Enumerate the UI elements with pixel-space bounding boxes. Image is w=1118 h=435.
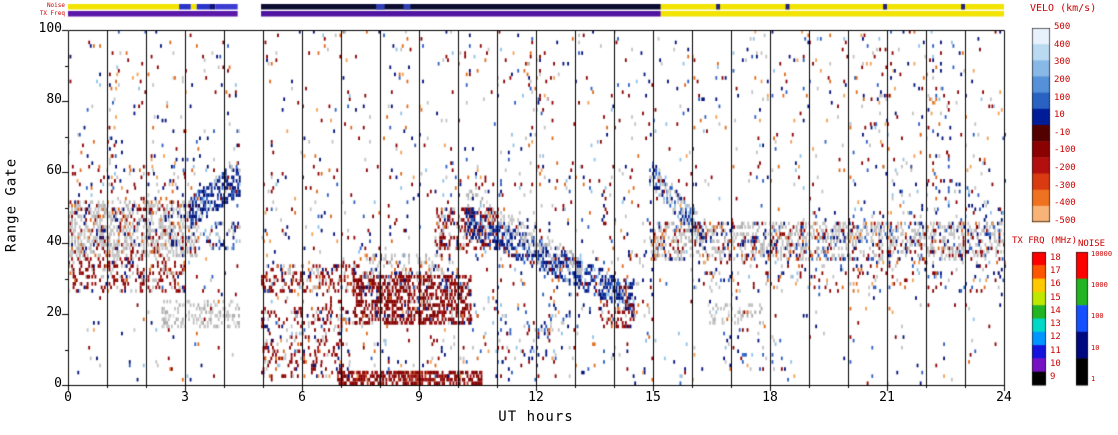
x-axis-title: UT hours <box>498 409 574 425</box>
velocity-scale-label: -500 <box>1054 216 1076 226</box>
x-tick-label: 9 <box>415 390 423 405</box>
velocity-scale-label: -400 <box>1054 198 1076 209</box>
velocity-scale-label: -300 <box>1054 180 1076 191</box>
x-tick-label: 24 <box>996 390 1012 405</box>
noise-bar-label: Noise <box>46 2 65 9</box>
x-tick-label: 3 <box>181 390 189 405</box>
x-tick-label: 0 <box>64 390 72 405</box>
noise-scale-label: 1000 <box>1091 281 1108 290</box>
txfreq-bar-label: TX Freq <box>39 9 65 17</box>
velocity-scale-label: 10 <box>1054 110 1065 121</box>
txfrq-scale-label: 13 <box>1050 319 1061 330</box>
txfrq-scale-label: 12 <box>1050 332 1061 343</box>
noise-scale-label: 1 <box>1091 374 1096 383</box>
velocity-scale-label: -200 <box>1054 163 1076 174</box>
y-tick-label: 60 <box>46 163 62 178</box>
x-tick-label: 12 <box>528 390 544 405</box>
txfrq-scale-label: 18 <box>1050 252 1061 263</box>
noise-colorbar-title: NOISE <box>1078 239 1106 249</box>
velocity-scale-label: 500 <box>1054 22 1071 32</box>
y-tick-label: 0 <box>54 376 62 391</box>
y-tick-label: 20 <box>46 305 62 320</box>
y-tick-label: 80 <box>46 92 62 107</box>
velocity-scale-label: 300 <box>1054 57 1071 68</box>
noise-scale-label: 10 <box>1091 343 1100 352</box>
y-tick-label: 40 <box>46 234 62 249</box>
noise-scale-label: 100 <box>1091 312 1104 321</box>
txfrq-scale-label: 9 <box>1050 372 1056 383</box>
velocity-scale-label: 200 <box>1054 74 1071 85</box>
txfrq-colorbar-title: TX FRQ (MHz) <box>1012 236 1078 246</box>
x-tick-label: 6 <box>298 390 306 405</box>
txfrq-scale-label: 15 <box>1050 292 1061 303</box>
txfrq-scale-label: 14 <box>1050 305 1061 316</box>
velocity-colorbar-title: VELO (km/s) <box>1030 3 1097 14</box>
x-tick-label: 18 <box>762 390 778 405</box>
velocity-scale-label: 400 <box>1054 39 1071 50</box>
txfrq-scale-label: 10 <box>1050 359 1061 370</box>
x-tick-label: 21 <box>879 390 895 405</box>
y-tick-label: 100 <box>38 21 62 36</box>
noise-scale-label: 10000 <box>1091 250 1113 258</box>
txfrq-scale-label: 11 <box>1050 345 1061 356</box>
txfrq-scale-label: 16 <box>1050 279 1061 290</box>
velocity-scale-label: 100 <box>1054 92 1071 103</box>
velocity-scale-label: -10 <box>1054 127 1071 138</box>
txfrq-scale-label: 17 <box>1050 265 1061 276</box>
velocity-scale-label: -100 <box>1054 145 1076 156</box>
x-tick-label: 15 <box>645 390 661 405</box>
